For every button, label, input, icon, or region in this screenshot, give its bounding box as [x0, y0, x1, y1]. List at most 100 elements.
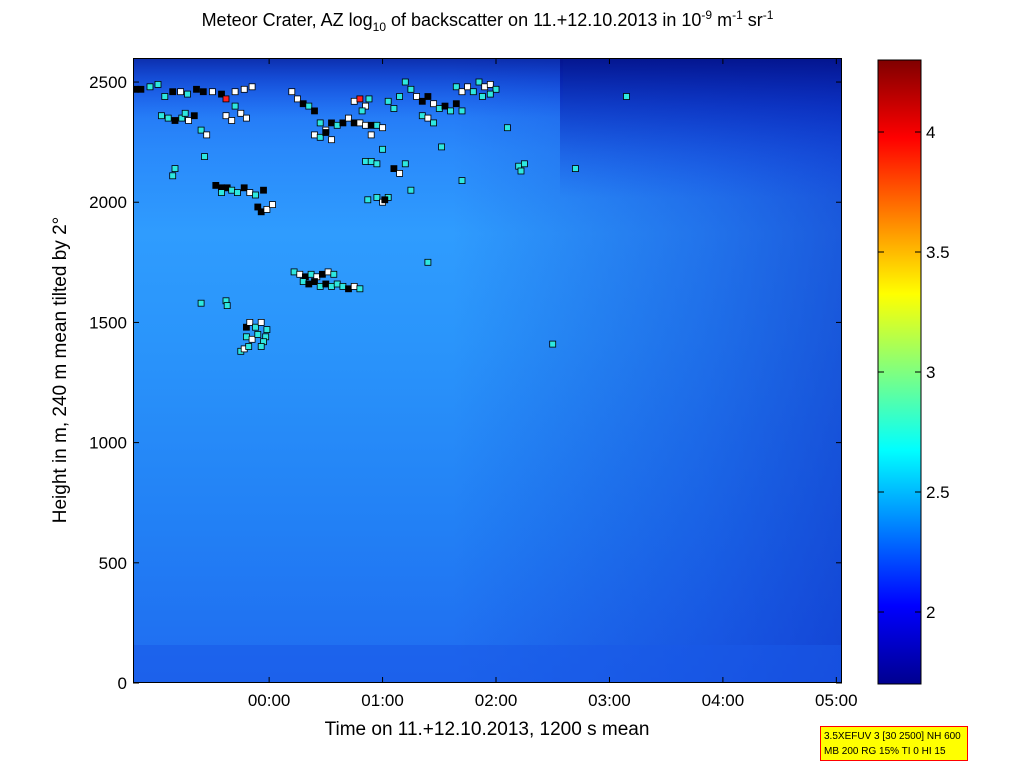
cloud-marker [345, 285, 352, 293]
cloud-marker [260, 186, 267, 194]
cloud-marker [464, 83, 472, 91]
cloud-marker [246, 189, 254, 197]
cloud-marker [381, 196, 389, 204]
cloud-marker [197, 299, 205, 307]
cloud-marker [379, 124, 387, 132]
cloud-marker [171, 117, 179, 124]
cloud-marker [328, 282, 335, 290]
marker-layer [133, 78, 630, 355]
cloud-marker [350, 119, 358, 127]
cloud-marker [438, 143, 446, 151]
cloud-marker [263, 205, 271, 213]
cloud-marker [549, 340, 557, 348]
y-tick-label: 0 [118, 674, 127, 693]
cloud-marker [350, 97, 358, 105]
cloud-marker [171, 165, 179, 173]
y-axis: 0 500 1000 1500 2000 2500 [89, 73, 842, 693]
cloud-marker [193, 85, 200, 93]
cloud-marker [333, 121, 341, 129]
cloud-marker [330, 270, 338, 278]
cloud-marker [365, 95, 373, 103]
cloud-marker [240, 85, 248, 93]
cloud-marker [362, 102, 370, 110]
cloud-marker [222, 112, 230, 120]
cloud-marker [157, 112, 165, 120]
colorbar-tick-label: 3.5 [926, 243, 950, 262]
cloud-marker [373, 160, 381, 168]
cloud-marker [223, 302, 231, 310]
parameter-info-box: 3.5XEFUV 3 [30 2500] NH 600 MB 200 RG 15… [820, 726, 968, 761]
cloud-marker [294, 95, 301, 103]
cloud-marker [430, 119, 438, 127]
cloud-marker [316, 133, 324, 141]
x-tick-label: 05:00 [815, 691, 858, 710]
cloud-marker [245, 343, 253, 350]
cloud-marker [447, 107, 455, 115]
cloud-marker [252, 191, 259, 199]
cloud-marker [322, 280, 330, 288]
cloud-marker [345, 114, 352, 122]
cloud-marker [242, 323, 250, 331]
cloud-marker [328, 119, 335, 127]
cloud-marker [305, 102, 313, 110]
cloud-marker [233, 189, 241, 197]
cloud-marker [333, 280, 341, 288]
y-tick-label: 2000 [89, 193, 127, 212]
cloud-marker [452, 83, 460, 91]
cloud-marker [521, 160, 528, 168]
cloud-marker [190, 112, 198, 120]
heatmap-bottom-band [133, 645, 842, 683]
x-axis-label: Time on 11.+12.10.2013, 1200 s mean [325, 719, 650, 740]
cloud-marker [208, 88, 216, 96]
cloud-marker [237, 109, 245, 117]
colorbar-tick-label: 3 [926, 363, 935, 382]
cloud-marker [362, 121, 370, 129]
cloud-marker [257, 208, 265, 216]
cloud-marker [478, 93, 486, 100]
cloud-marker [316, 119, 324, 127]
cloud-marker [407, 85, 415, 93]
cloud-marker [324, 268, 332, 276]
cloud-marker [424, 114, 432, 122]
cloud-marker [373, 121, 381, 129]
cloud-marker [475, 78, 483, 86]
x-tick-label: 01:00 [361, 691, 404, 710]
cloud-marker [307, 270, 315, 278]
x-tick-label: 03:00 [588, 691, 631, 710]
cloud-marker [311, 278, 318, 286]
cloud-marker [356, 119, 364, 127]
cloud-marker [269, 201, 276, 209]
cloud-marker [396, 169, 404, 177]
cloud-marker [146, 83, 154, 91]
cloud-marker [469, 88, 477, 96]
cloud-marker [401, 78, 409, 86]
cloud-marker [231, 102, 239, 110]
cloud-marker [177, 88, 185, 96]
cloud-marker [218, 90, 225, 98]
cloud-marker [350, 282, 358, 290]
cloud-marker [169, 172, 177, 180]
heatmap-top-dark-band-right [560, 58, 842, 198]
cloud-marker [318, 270, 326, 278]
cloud-marker [364, 196, 372, 204]
colorbar [877, 59, 922, 685]
cloud-marker [316, 282, 324, 290]
cloud-marker [390, 105, 398, 112]
y-tick-label: 1000 [89, 434, 127, 453]
cloud-marker [212, 181, 220, 189]
cloud-marker [290, 268, 298, 276]
cloud-marker [257, 318, 265, 326]
cloud-marker [311, 107, 318, 115]
cloud-marker [228, 186, 236, 194]
cloud-marker [254, 330, 262, 338]
y-tick-label: 1500 [89, 313, 127, 332]
cloud-marker [218, 189, 225, 197]
info-line-2: MB 200 RG 15% TI 0 HI 15 [824, 746, 946, 757]
cloud-marker [197, 126, 205, 134]
cloud-marker [222, 95, 230, 103]
cloud-marker [390, 165, 398, 173]
cloud-marker [413, 93, 421, 100]
cloud-marker [492, 85, 500, 93]
cloud-marker [356, 285, 364, 293]
cloud-marker [384, 97, 392, 105]
